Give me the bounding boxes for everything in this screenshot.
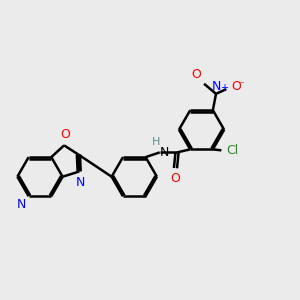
Text: Cl: Cl bbox=[226, 144, 238, 158]
Text: +: + bbox=[220, 83, 228, 93]
Text: O: O bbox=[192, 68, 202, 81]
Text: O: O bbox=[231, 80, 241, 93]
Text: ⁻: ⁻ bbox=[238, 80, 244, 90]
Text: N: N bbox=[211, 80, 221, 93]
Text: H: H bbox=[152, 137, 160, 147]
Text: O: O bbox=[60, 128, 70, 141]
Text: N: N bbox=[159, 146, 169, 159]
Text: N: N bbox=[17, 198, 26, 211]
Text: O: O bbox=[170, 172, 180, 185]
Text: N: N bbox=[76, 176, 85, 189]
